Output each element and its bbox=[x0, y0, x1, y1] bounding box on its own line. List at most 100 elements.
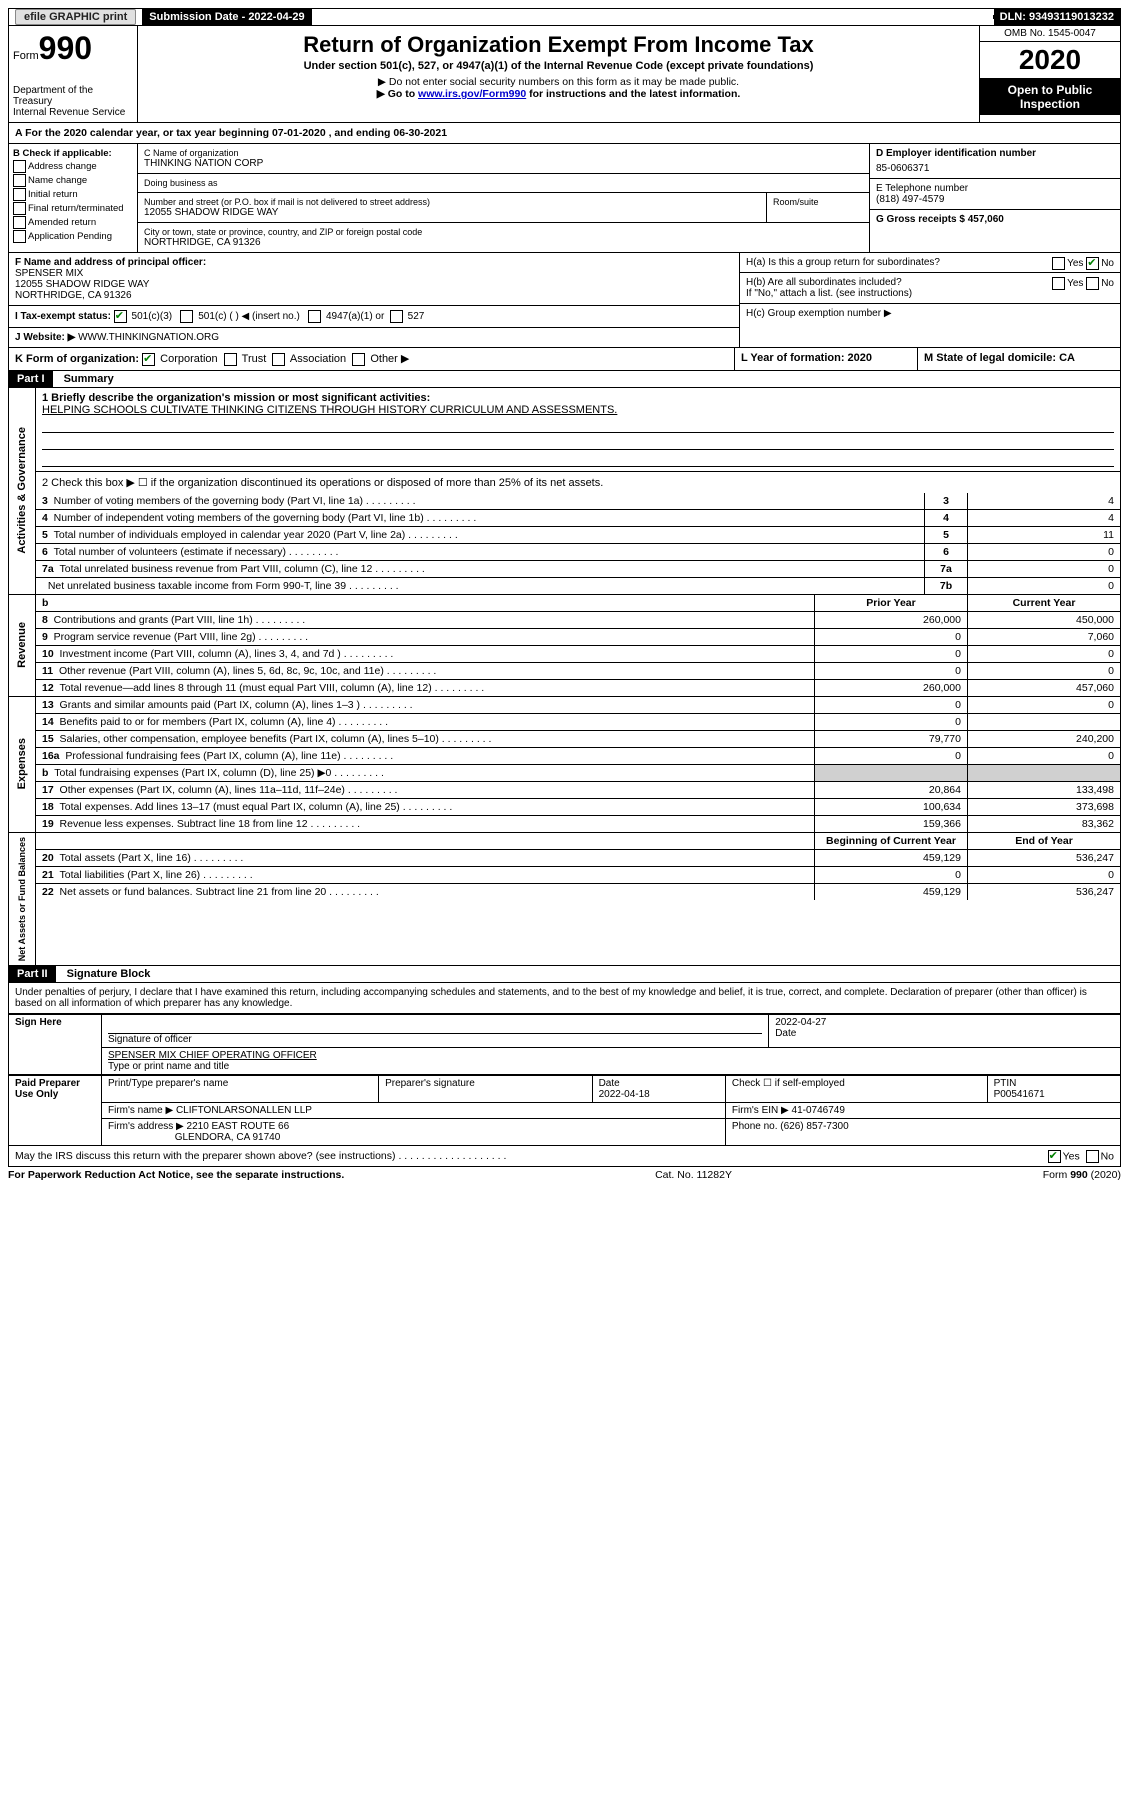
preparer-table: Paid Preparer Use Only Print/Type prepar… bbox=[8, 1075, 1121, 1146]
section-netassets: Net Assets or Fund Balances Beginning of… bbox=[8, 833, 1121, 966]
phone-value: (818) 497-4579 bbox=[876, 194, 1114, 205]
main-title: Return of Organization Exempt From Incom… bbox=[142, 32, 975, 58]
irs-label: Internal Revenue Service bbox=[13, 107, 133, 118]
hc-label: H(c) Group exemption number ▶ bbox=[746, 308, 892, 319]
note-2b: for instructions and the latest informat… bbox=[526, 88, 740, 100]
checkbox-amended-return[interactable] bbox=[13, 216, 26, 229]
part2-header: Part II bbox=[9, 966, 56, 982]
city-value: NORTHRIDGE, CA 91326 bbox=[144, 237, 863, 248]
checkbox-501c[interactable] bbox=[180, 310, 193, 323]
checkbox-address-change[interactable] bbox=[13, 160, 26, 173]
page-footer: For Paperwork Reduction Act Notice, see … bbox=[8, 1167, 1121, 1183]
m-label: M State of legal domicile: CA bbox=[924, 352, 1075, 364]
side-label-exp: Expenses bbox=[14, 734, 30, 793]
header-grid: B Check if applicable: Address change Na… bbox=[8, 144, 1121, 253]
print-name-label: Print/Type preparer's name bbox=[102, 1075, 379, 1102]
top-bar: efile GRAPHIC print Submission Date - 20… bbox=[8, 8, 1121, 26]
org-name: THINKING NATION CORP bbox=[144, 158, 863, 169]
hb-label: H(b) Are all subordinates included? bbox=[746, 277, 902, 288]
dba-label: Doing business as bbox=[144, 178, 863, 188]
omb-number: OMB No. 1545-0047 bbox=[980, 26, 1120, 42]
j-label: J Website: ▶ bbox=[15, 332, 75, 343]
sign-here-label: Sign Here bbox=[9, 1014, 102, 1074]
form-title-row: Form990 Department of the Treasury Inter… bbox=[8, 26, 1121, 123]
checkbox-app-pending[interactable] bbox=[13, 230, 26, 243]
officer-city: NORTHRIDGE, CA 91326 bbox=[15, 290, 132, 301]
part1-header: Part I bbox=[9, 371, 53, 387]
dln-label: DLN: 93493119013232 bbox=[994, 9, 1120, 25]
part1-title: Summary bbox=[56, 373, 114, 385]
gross-receipts: G Gross receipts $ 457,060 bbox=[876, 214, 1004, 225]
checkbox-other[interactable] bbox=[352, 353, 365, 366]
dept-label: Department of the Treasury bbox=[13, 85, 133, 107]
prep-date: 2022-04-18 bbox=[599, 1089, 650, 1100]
ha-no[interactable] bbox=[1086, 257, 1099, 270]
checkbox-assoc[interactable] bbox=[272, 353, 285, 366]
side-label-ag: Activities & Governance bbox=[14, 423, 30, 558]
a-line: A For the 2020 calendar year, or tax yea… bbox=[8, 123, 1121, 144]
checkbox-4947[interactable] bbox=[308, 310, 321, 323]
inspection-label: Open to Public Inspection bbox=[980, 79, 1120, 115]
firm-addr2: GLENDORA, CA 91740 bbox=[175, 1132, 281, 1143]
line1-label: 1 Briefly describe the organization's mi… bbox=[42, 392, 430, 404]
exp-table: 13 Grants and similar amounts paid (Part… bbox=[36, 697, 1120, 832]
type-label: Type or print name and title bbox=[108, 1061, 229, 1072]
klm-row: K Form of organization: Corporation Trus… bbox=[8, 348, 1121, 371]
section-activities: Activities & Governance 1 Briefly descri… bbox=[8, 388, 1121, 595]
ha-label: H(a) Is this a group return for subordin… bbox=[746, 257, 940, 268]
discuss-label: May the IRS discuss this return with the… bbox=[15, 1150, 396, 1162]
ptin-value: P00541671 bbox=[994, 1089, 1045, 1100]
footer-left: For Paperwork Reduction Act Notice, see … bbox=[8, 1169, 344, 1181]
website-value: WWW.THINKINGNATION.ORG bbox=[78, 332, 219, 343]
note-1: ▶ Do not enter social security numbers o… bbox=[142, 76, 975, 88]
officer-street: 12055 SHADOW RIDGE WAY bbox=[15, 279, 149, 290]
checkbox-527[interactable] bbox=[390, 310, 403, 323]
l-label: L Year of formation: 2020 bbox=[741, 352, 872, 364]
date-label: Date bbox=[775, 1028, 796, 1039]
efile-button[interactable]: efile GRAPHIC print bbox=[15, 9, 136, 25]
checkbox-501c3[interactable] bbox=[114, 310, 127, 323]
ein-label: D Employer identification number bbox=[876, 148, 1036, 159]
section-revenue: Revenue b Prior Year Current Year 8 Cont… bbox=[8, 595, 1121, 697]
penalty-text: Under penalties of perjury, I declare th… bbox=[8, 983, 1121, 1014]
room-label: Room/suite bbox=[773, 197, 863, 207]
checkbox-trust[interactable] bbox=[224, 353, 237, 366]
hb-yes[interactable] bbox=[1052, 277, 1065, 290]
side-label-rev: Revenue bbox=[14, 618, 30, 672]
firm-ein: 41-0746749 bbox=[792, 1105, 845, 1116]
part2-title: Signature Block bbox=[59, 968, 151, 980]
c-name-label: C Name of organization bbox=[144, 148, 863, 158]
b-label: B Check if applicable: bbox=[13, 148, 112, 159]
na-table: Beginning of Current Year End of Year 20… bbox=[36, 833, 1120, 900]
sig-date: 2022-04-27 bbox=[775, 1017, 1114, 1028]
subtitle: Under section 501(c), 527, or 4947(a)(1)… bbox=[142, 60, 975, 72]
firm-addr1: 2210 EAST ROUTE 66 bbox=[187, 1121, 290, 1132]
signature-table: Sign Here Signature of officer 2022-04-2… bbox=[8, 1014, 1121, 1075]
hb-note: If "No," attach a list. (see instruction… bbox=[746, 288, 912, 299]
sig-officer-label: Signature of officer bbox=[108, 1034, 192, 1045]
city-label: City or town, state or province, country… bbox=[144, 227, 863, 237]
form990-link[interactable]: www.irs.gov/Form990 bbox=[418, 88, 526, 100]
firm-name: CLIFTONLARSONALLEN LLP bbox=[176, 1105, 312, 1116]
officer-name: SPENSER MIX bbox=[15, 268, 83, 279]
a-line-text: For the 2020 calendar year, or tax year … bbox=[25, 127, 447, 139]
ein-value: 85-0606371 bbox=[876, 163, 1114, 174]
officer-printed-name: SPENSER MIX CHIEF OPERATING OFFICER bbox=[108, 1050, 1114, 1061]
discuss-yes[interactable] bbox=[1048, 1150, 1061, 1163]
checkbox-name-change[interactable] bbox=[13, 174, 26, 187]
hb-no[interactable] bbox=[1086, 277, 1099, 290]
checkbox-final-return[interactable] bbox=[13, 202, 26, 215]
checkbox-initial-return[interactable] bbox=[13, 188, 26, 201]
section-expenses: Expenses 13 Grants and similar amounts p… bbox=[8, 697, 1121, 833]
discuss-no[interactable] bbox=[1086, 1150, 1099, 1163]
ha-yes[interactable] bbox=[1052, 257, 1065, 270]
note-2a: ▶ Go to bbox=[377, 88, 418, 100]
i-label: I Tax-exempt status: bbox=[15, 311, 111, 322]
submission-date: Submission Date - 2022-04-29 bbox=[143, 9, 311, 25]
col-b: B Check if applicable: Address change Na… bbox=[9, 144, 138, 252]
checkbox-corp[interactable] bbox=[142, 353, 155, 366]
phone-label: E Telephone number bbox=[876, 183, 1114, 194]
paid-preparer-label: Paid Preparer Use Only bbox=[9, 1075, 102, 1145]
ag-table: 3 Number of voting members of the govern… bbox=[36, 493, 1120, 594]
tax-year: 2020 bbox=[980, 42, 1120, 79]
